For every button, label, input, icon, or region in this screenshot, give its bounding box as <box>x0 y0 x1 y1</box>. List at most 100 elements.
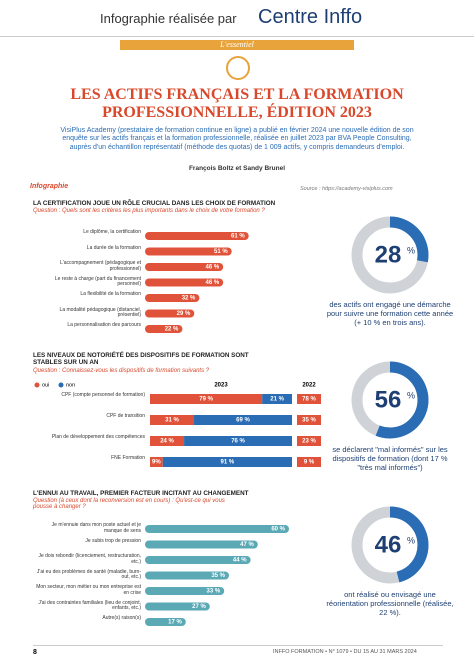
value-label: 29 % <box>177 311 191 317</box>
category-label: Autre(s) raison(s) <box>102 615 141 621</box>
bar <box>145 247 232 256</box>
ring-arc <box>351 216 429 294</box>
bar-segment <box>162 457 292 467</box>
value-label: 51 % <box>214 249 228 255</box>
source: Source : https://academy-visiplus.com <box>300 186 393 192</box>
category-label: Mon secteur, mon métier ou mon entrepris… <box>36 584 141 596</box>
previous-label: 9 % <box>304 460 315 466</box>
bar-segment <box>194 415 292 425</box>
value-label: 69 % <box>236 418 250 424</box>
stat-text: des actifs ont engagé une démarche pour … <box>326 300 454 327</box>
value-label: 46 % <box>206 280 220 286</box>
tag: Infographie <box>30 183 69 190</box>
bar-segment <box>150 457 163 467</box>
value-label: 31 % <box>165 418 179 424</box>
previous-label: 78 % <box>302 397 316 403</box>
intro: VisiPlus Academy (prestataire de formati… <box>60 127 414 151</box>
stat-number: 46 <box>375 531 402 558</box>
value-label: 9% <box>152 460 161 466</box>
column-header: 2023 <box>214 383 228 389</box>
value-label: 44 % <box>233 558 247 564</box>
section-title: LES NIVEAUX DE NOTORIÉTÉ DES DISPOSITIFS… <box>33 352 249 366</box>
category-label: J'ai des contraintes familiales (lieu de… <box>38 599 141 612</box>
previous-box <box>297 457 321 467</box>
value-label: 61 % <box>231 234 245 240</box>
category-label: Je m'ennuie dans mon poste actuel et je … <box>51 522 141 534</box>
column-header: 2022 <box>302 383 316 389</box>
legend-label: oui <box>42 382 49 388</box>
value-label: 79 % <box>199 397 213 403</box>
value-label: 24 % <box>160 439 174 445</box>
category-label: Le reste à charge (part du financement p… <box>54 275 141 288</box>
section-title: L'ENNUI AU TRAVAIL, PREMIER FACTEUR INCI… <box>33 490 249 497</box>
category-label: La flexibilité de la formation <box>80 291 141 297</box>
category-label: L'accompagnement (pédagogique et profess… <box>59 260 141 272</box>
bar <box>145 525 289 533</box>
stat-text: ont réalisé ou envisagé une réorientatio… <box>326 590 454 617</box>
bar <box>145 309 195 318</box>
question: Question (à ceux dont la reconversion es… <box>33 498 225 510</box>
value-label: 35 % <box>211 573 225 579</box>
bar <box>145 571 229 580</box>
legend-label: non <box>66 382 75 388</box>
section-title: LA CERTIFICATION JOUE UN RÔLE CRUCIAL DA… <box>33 200 276 207</box>
stat-number: 28 <box>375 241 402 268</box>
bar <box>145 556 251 564</box>
category-label: La personnalisation des parcours <box>67 322 141 328</box>
bar <box>145 618 186 626</box>
previous-box <box>297 394 321 404</box>
question: Question : Quels sont les critères les p… <box>33 208 265 214</box>
brand: Centre Inffo <box>258 6 363 28</box>
previous-box <box>297 436 321 446</box>
bar <box>145 325 183 333</box>
kicker: L'essentiel <box>120 40 354 50</box>
header-text: Infographie réalisée par <box>100 11 237 26</box>
legend-swatch <box>34 382 40 388</box>
bar <box>145 294 200 302</box>
header: Infographie réalisée par Centre Inffo <box>0 0 474 37</box>
ring-arc <box>351 506 429 584</box>
stat-number: 56 <box>375 386 402 413</box>
stat-unit: % <box>407 390 415 400</box>
bar <box>145 587 225 595</box>
bar <box>145 602 210 611</box>
stat-unit: % <box>407 535 415 545</box>
category-label: Plan de développement des compétences <box>51 434 145 440</box>
previous-label: 35 % <box>302 418 316 424</box>
title: LES ACTIFS FRANÇAIS ET LA FORMATION PROF… <box>70 86 404 121</box>
value-label: 47 % <box>240 542 254 548</box>
ring-arc <box>351 361 429 439</box>
previous-label: 23 % <box>302 439 316 445</box>
bar-segment <box>150 415 195 425</box>
legend-swatch <box>58 382 64 388</box>
category-label: Je dois rebondir (licenciement, restruct… <box>38 553 141 565</box>
value-label: 27 % <box>192 604 206 610</box>
stat-text: se déclarent "mal informés" sur les disp… <box>332 445 448 472</box>
bar-segment <box>184 436 292 446</box>
authors: François Boltz et Sandy Brunel <box>188 165 286 172</box>
bar <box>145 263 224 271</box>
previous-box <box>297 415 321 425</box>
category-label: La durée de la formation <box>86 244 141 251</box>
category-label: FNE Formation <box>111 455 145 461</box>
value-label: 46 % <box>206 265 220 271</box>
stat-unit: % <box>407 245 415 255</box>
value-label: 33 % <box>207 589 221 595</box>
value-label: 91 % <box>221 460 235 466</box>
footer: 8 INFFO FORMATION • N° 1079 • DU 15 AU 3… <box>33 645 443 656</box>
bar-segment <box>150 394 263 404</box>
value-label: 17 % <box>168 620 182 626</box>
value-label: 21 % <box>270 397 284 403</box>
journal: INFFO FORMATION • N° 1079 • DU 15 AU 31 … <box>273 649 417 655</box>
category-label: CPF de transition <box>106 413 145 419</box>
category-label: Je subis trop de pression <box>85 537 141 544</box>
category-label: J'ai eu des problèmes de santé (maladie,… <box>36 568 141 581</box>
category-label: Le diplôme, la certification <box>83 229 141 235</box>
value-label: 76 % <box>231 439 245 445</box>
bar <box>145 540 258 549</box>
icon <box>226 56 250 80</box>
category-label: CPF (compte personnel de formation) <box>61 392 145 398</box>
value-label: 60 % <box>271 527 285 533</box>
